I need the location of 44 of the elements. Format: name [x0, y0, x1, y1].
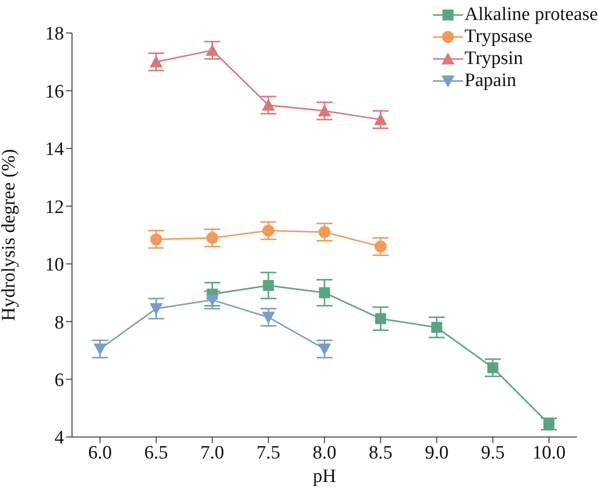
- point: [319, 287, 330, 298]
- legend-label: Trypsase: [464, 26, 532, 48]
- x-tick-label: 8.5: [368, 442, 392, 464]
- point: [487, 362, 498, 374]
- x-tick-label: 9.0: [424, 442, 449, 464]
- legend-label: Papain: [464, 70, 516, 92]
- point: [318, 104, 331, 116]
- y-tick-label: 10: [45, 254, 64, 276]
- point: [206, 232, 218, 244]
- point: [150, 233, 162, 246]
- point: [94, 343, 107, 356]
- point: [262, 280, 274, 291]
- y-tick-label: 18: [45, 24, 64, 45]
- point: [375, 313, 386, 324]
- point: [206, 294, 219, 306]
- y-tick-label: 14: [45, 139, 64, 160]
- y-tick-label: 4: [54, 428, 64, 449]
- point: [206, 44, 219, 56]
- point: [543, 418, 554, 430]
- x-axis-title: pH: [312, 466, 336, 487]
- x-tick-label: 7.0: [200, 442, 224, 464]
- y-tick-label: 8: [54, 312, 64, 334]
- x-tick-label: 10.0: [532, 442, 566, 464]
- point: [262, 312, 275, 324]
- y-tick-label: 16: [45, 81, 64, 102]
- point: [150, 303, 163, 316]
- legend-label: Alkaline protease: [464, 4, 598, 26]
- x-tick-label: 6.5: [144, 442, 168, 464]
- y-tick-label: 6: [54, 370, 64, 392]
- y-tick-label: 12: [45, 196, 64, 218]
- point: [262, 98, 275, 111]
- point: [150, 55, 163, 68]
- point: [431, 322, 442, 333]
- x-tick-label: 6.0: [88, 442, 112, 464]
- x-tick-label: 8.0: [312, 442, 336, 464]
- legend-label: Trypsin: [464, 48, 523, 70]
- x-tick-label: 9.5: [480, 442, 505, 464]
- point: [318, 343, 331, 356]
- point: [374, 113, 388, 126]
- y-axis-title: Hydrolysis degree (%): [0, 148, 20, 322]
- point: [262, 224, 274, 237]
- point: [374, 240, 387, 253]
- point: [318, 226, 330, 238]
- x-tick-label: 7.5: [256, 442, 280, 464]
